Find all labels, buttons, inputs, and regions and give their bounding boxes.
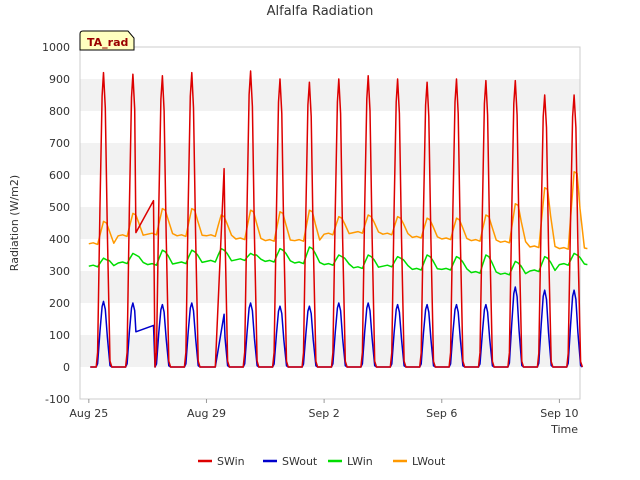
series-lines: [88, 70, 588, 368]
legend-label: SWin: [217, 455, 245, 468]
x-tick-label: Aug 29: [187, 407, 226, 420]
grid-band: [80, 175, 580, 207]
legend-label: LWout: [412, 455, 446, 468]
grid-band: [80, 367, 580, 399]
y-tick-label: 600: [49, 169, 70, 182]
grid-band: [80, 47, 580, 79]
y-tick-label: 100: [49, 329, 70, 342]
y-axis-ticks: -100 0 100 200 300 400 500 600 700 800 900 1000: [42, 41, 70, 406]
x-tick-label: Sep 6: [426, 407, 457, 420]
ta-rad-badge: TA_rad: [79, 30, 135, 51]
y-tick-label: 1000: [42, 41, 70, 54]
grid-band: [80, 111, 580, 143]
x-tick-label: Sep 10: [540, 407, 578, 420]
grid-band: [80, 79, 580, 111]
grid-bands: [80, 47, 580, 399]
y-tick-label: 500: [49, 201, 70, 214]
legend: SWin SWout LWin LWout: [198, 455, 446, 468]
grid-band: [80, 239, 580, 271]
series-line-lwin: [88, 246, 588, 276]
ta-rad-label: TA_rad: [87, 36, 128, 49]
y-tick-label: 0: [63, 361, 70, 374]
y-tick-label: 800: [49, 105, 70, 118]
y-tick-label: 200: [49, 297, 70, 310]
series-line-swin: [90, 70, 584, 368]
plot-area-frame: [79, 46, 581, 400]
grid-band: [80, 335, 580, 367]
x-tick-label: Aug 25: [69, 407, 108, 420]
legend-label: LWin: [347, 455, 373, 468]
series-line-lwout: [88, 171, 588, 250]
grid-band: [80, 143, 580, 175]
y-tick-label: 400: [49, 233, 70, 246]
y-tick-label: 700: [49, 137, 70, 150]
chart-title: Alfalfa Radiation: [267, 4, 374, 19]
y-tick-label: 300: [49, 265, 70, 278]
x-axis-label: Time: [550, 423, 578, 436]
y-axis-label: Radiation (W/m2): [8, 175, 21, 271]
x-tick-label: Sep 2: [309, 407, 340, 420]
grid-band: [80, 271, 580, 303]
legend-label: SWout: [282, 455, 318, 468]
y-tick-label: 900: [49, 73, 70, 86]
x-axis-ticks: Aug 25 Aug 29 Sep 2 Sep 6 Sep 10: [69, 399, 579, 420]
y-tick-label: -100: [45, 393, 70, 406]
